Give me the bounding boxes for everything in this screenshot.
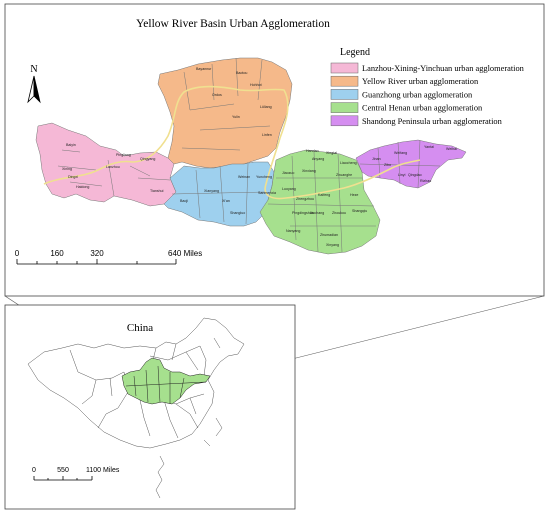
city-label: Qingyang bbox=[140, 157, 155, 161]
city-label: Ordos bbox=[212, 93, 222, 97]
inset-scale-tick-0: 0 bbox=[32, 467, 36, 474]
city-label: Shangluo bbox=[230, 211, 245, 215]
city-label: Hohhot bbox=[250, 83, 262, 87]
legend: Legend Lanzhou-Xining-Yinchuan urban agg… bbox=[330, 47, 525, 127]
city-label: Luoyang bbox=[282, 187, 296, 191]
city-label: Pingliang bbox=[116, 153, 131, 157]
legend-label-1: Yellow River urban agglomeration bbox=[362, 77, 479, 86]
city-label: Yulin bbox=[232, 115, 240, 119]
scale-tick-3: 640 Miles bbox=[168, 249, 202, 258]
city-label: Zhoukou bbox=[332, 211, 346, 215]
legend-label-2: Guanzhong urban agglomeration bbox=[362, 90, 473, 99]
city-label: Tianshui bbox=[150, 189, 164, 193]
legend-swatch-0 bbox=[330, 62, 359, 74]
city-label: Pingdingshan bbox=[292, 211, 314, 215]
inset-scale-tick-2: 1100 Miles bbox=[86, 467, 120, 474]
city-label: Xianyang bbox=[204, 189, 219, 193]
city-label: Bayannur bbox=[196, 67, 212, 71]
scale-tick-1: 160 bbox=[50, 249, 64, 258]
city-label: Zhumadian bbox=[320, 233, 338, 237]
city-label: Sanmenxia bbox=[258, 191, 276, 195]
inset-highlight-region bbox=[121, 357, 211, 405]
city-label: Haidong bbox=[76, 185, 89, 189]
inset-map-frame bbox=[4, 304, 296, 510]
legend-swatch-2 bbox=[330, 89, 359, 100]
region-yellow-river-agglomeration bbox=[157, 57, 293, 169]
legend-label-0: Lanzhou-Xining-Yinchuan urban agglomerat… bbox=[362, 64, 525, 73]
city-label: Linfen bbox=[262, 133, 272, 137]
inset-map-title: China bbox=[127, 322, 153, 334]
city-label: Weifang bbox=[394, 151, 407, 155]
city-label: Qingdao bbox=[408, 173, 422, 177]
city-label: Yuncheng bbox=[256, 175, 272, 179]
city-label: Kaifeng bbox=[318, 193, 330, 197]
city-label: Shangqiu bbox=[352, 209, 367, 213]
city-label: Rizhao bbox=[420, 179, 431, 183]
city-label: Xi'an bbox=[222, 199, 230, 203]
city-label: Zhuanghe bbox=[336, 173, 352, 177]
city-label: Linyi bbox=[398, 173, 406, 177]
legend-swatch-3 bbox=[330, 102, 359, 113]
city-label: Yantai bbox=[424, 145, 434, 149]
city-labels: Baotou Bayannur Hohhot Ordos Yulin Lüliang Lin… bbox=[62, 67, 457, 247]
legend-title: Legend bbox=[340, 47, 370, 58]
city-label: Weihai bbox=[446, 147, 457, 151]
main-map-title: Yellow River Basin Urban Agglomeration bbox=[136, 18, 330, 30]
city-label: Dingxi bbox=[68, 175, 78, 179]
city-label: Jiaozuo bbox=[282, 171, 294, 175]
city-label: Xinyang bbox=[326, 243, 339, 247]
city-label: Xuchang bbox=[310, 211, 324, 215]
city-label: Zhengzhou bbox=[296, 197, 314, 201]
city-label: Baiyin bbox=[66, 143, 76, 147]
city-label: Xinxiang bbox=[302, 169, 316, 173]
north-label: N bbox=[30, 64, 37, 75]
city-label: Weinan bbox=[238, 175, 250, 179]
city-label: Jinan bbox=[372, 157, 381, 161]
region-shandong-peninsula bbox=[355, 139, 467, 189]
legend-label-4: Shandong Peninsula urban agglomeration bbox=[362, 117, 503, 126]
city-label: Heze bbox=[350, 193, 358, 197]
city-label: Lanzhou bbox=[106, 165, 120, 169]
main-scale-bar: 0 160 320 640 Miles bbox=[15, 249, 202, 265]
legend-swatch-1 bbox=[330, 75, 359, 87]
city-label: Zibo bbox=[384, 163, 391, 167]
inset-scale-tick-1: 550 bbox=[57, 467, 69, 474]
city-label: Liaocheng bbox=[340, 161, 357, 165]
city-label: Lüliang bbox=[260, 105, 272, 109]
legend-label-3: Central Henan urban agglomeration bbox=[362, 104, 483, 113]
city-label: Baotou bbox=[236, 71, 247, 75]
city-label: Nanyang bbox=[286, 229, 300, 233]
city-label: Xining bbox=[62, 167, 72, 171]
legend-swatch-4 bbox=[330, 115, 359, 127]
city-label: Xingtai bbox=[326, 151, 337, 155]
city-label: Baoji bbox=[180, 199, 188, 203]
region-central-henan bbox=[259, 149, 381, 255]
north-arrow-icon: N bbox=[27, 64, 41, 104]
scale-tick-2: 320 bbox=[90, 249, 104, 258]
city-label: Anyang bbox=[312, 157, 324, 161]
region-guanzhong bbox=[163, 161, 275, 227]
inset-scale-bar: 0 550 1100 Miles bbox=[32, 467, 120, 481]
city-label: Handan bbox=[306, 149, 319, 153]
scale-tick-0: 0 bbox=[15, 249, 20, 258]
yellow-river-line bbox=[43, 85, 421, 200]
